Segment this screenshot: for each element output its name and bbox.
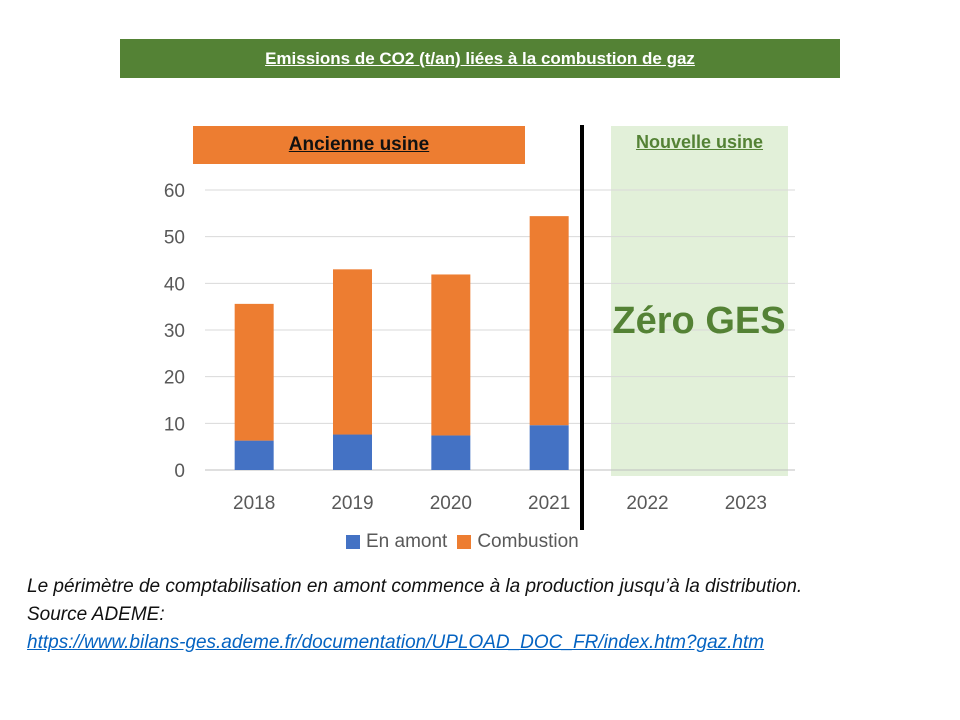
bar-combustion-2019 xyxy=(333,269,372,435)
legend-label-combustion: Combustion xyxy=(477,531,579,552)
x-tick-label: 2018 xyxy=(233,493,275,514)
x-tick-label: 2023 xyxy=(725,493,767,514)
old-plant-banner: Ancienne usine xyxy=(193,126,525,164)
y-tick-label: 30 xyxy=(164,321,185,342)
chart-title: Emissions de CO2 (t/an) liées à la combu… xyxy=(120,39,840,78)
y-tick-label: 20 xyxy=(164,368,185,389)
new-plant-panel xyxy=(611,126,788,476)
legend-swatch-combustion xyxy=(457,535,472,549)
source-link[interactable]: https://www.bilans-ges.ademe.fr/document… xyxy=(27,632,765,653)
plant-divider-line xyxy=(580,125,584,530)
footnote-line1: Le périmètre de comptabilisation en amon… xyxy=(27,576,803,597)
y-tick-label: 40 xyxy=(164,274,185,295)
bar-combustion-2020 xyxy=(431,274,471,436)
x-tick-label: 2021 xyxy=(528,493,570,514)
y-tick-label: 50 xyxy=(164,228,185,249)
legend-item-upstream: En amont xyxy=(346,531,447,553)
bar-en-amont-2020 xyxy=(431,435,471,470)
x-tick-label: 2019 xyxy=(331,493,373,514)
zero-ges-label: Zéro GES xyxy=(612,300,786,342)
bar-combustion-2021 xyxy=(529,216,569,426)
new-plant-label: Nouvelle usine xyxy=(635,132,764,152)
footnote: Le périmètre de comptabilisation en amon… xyxy=(27,573,802,657)
x-tick-label: 2020 xyxy=(430,493,472,514)
bar-en-amont-2019 xyxy=(333,434,372,470)
y-tick-label: 0 xyxy=(174,461,185,482)
legend-item-combustion: Combustion xyxy=(457,531,579,553)
legend-swatch-upstream xyxy=(346,535,360,549)
legend-label-upstream: En amont xyxy=(366,531,448,552)
chart-legend: En amont Combustion xyxy=(346,531,579,553)
bar-en-amont-2021 xyxy=(529,425,569,470)
x-tick-label: 2022 xyxy=(626,493,668,514)
bar-en-amont-2018 xyxy=(234,440,274,470)
y-tick-label: 60 xyxy=(164,181,185,202)
bar-combustion-2018 xyxy=(234,303,274,441)
footnote-line2: Source ADEME: xyxy=(27,604,165,625)
y-tick-label: 10 xyxy=(164,414,185,435)
